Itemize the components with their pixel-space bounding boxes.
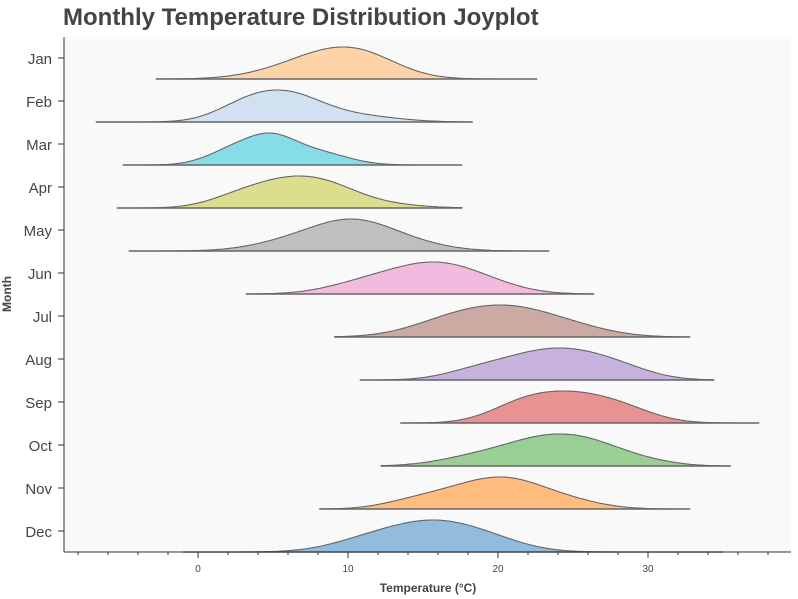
x-tick-label-20: 20 — [492, 564, 504, 575]
x-tick-label-0: 0 — [195, 564, 201, 575]
chart-title: Monthly Temperature Distribution Joyplot — [63, 4, 539, 31]
month-label-may: May — [24, 223, 53, 240]
ridge-sep — [399, 390, 760, 424]
month-label-jul: Jul — [33, 309, 52, 326]
ridge-jul — [333, 304, 691, 338]
month-label-dec: Dec — [25, 524, 52, 541]
x-ticks: 0 10 20 30 — [77, 552, 769, 575]
month-labels: Jan Feb Mar Apr May Jun Jul Aug Sep Oct Nov Dec — [24, 51, 64, 541]
x-tick-label-10: 10 — [342, 564, 354, 575]
month-label-apr: Apr — [29, 180, 52, 197]
month-label-jun: Jun — [28, 266, 52, 283]
month-label-feb: Feb — [26, 94, 52, 111]
month-label-aug: Aug — [25, 352, 52, 369]
y-axis-title: Month — [0, 276, 14, 312]
month-label-sep: Sep — [25, 395, 52, 412]
month-label-oct: Oct — [29, 438, 53, 455]
ridge-jun — [245, 261, 595, 295]
ridge-apr — [116, 175, 463, 209]
x-axis-title: Temperature (°C) — [380, 581, 477, 595]
x-tick-label-30: 30 — [642, 564, 654, 575]
month-label-jan: Jan — [28, 51, 52, 68]
ridge-layer — [95, 46, 760, 553]
ridge-oct — [380, 433, 732, 467]
month-label-nov: Nov — [25, 481, 52, 498]
ridge-aug — [359, 347, 715, 381]
month-label-mar: Mar — [26, 137, 52, 154]
ridge-nov — [318, 476, 691, 510]
